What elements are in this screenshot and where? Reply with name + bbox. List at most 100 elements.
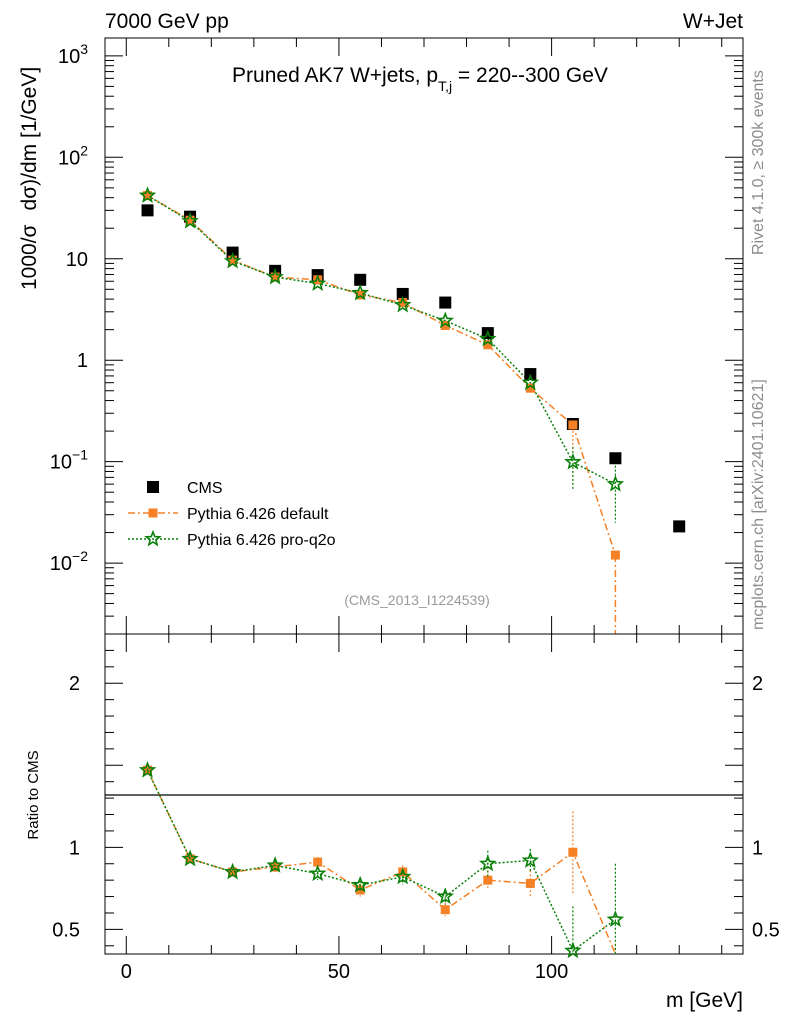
y-tick-label-exponent: −1 xyxy=(72,447,88,463)
y-tick-label: 10 xyxy=(66,249,88,271)
pythia-default-point xyxy=(398,298,408,308)
pythia-default-point xyxy=(313,275,323,285)
y-tick-label-base: 10 xyxy=(58,46,80,68)
ratio-pythia-pro-q2o-point xyxy=(266,856,284,873)
x-axis-label: m [GeV] xyxy=(666,989,743,1012)
ratio-tick-label-left: 1 xyxy=(69,837,80,859)
pythia-default-point xyxy=(568,420,578,430)
y-tick-label-base: 10 xyxy=(58,147,80,169)
ratio-tick-label-left: 2 xyxy=(69,673,80,695)
pythia-default-point xyxy=(440,320,450,330)
y-label-part1: 1000/σ xyxy=(18,224,41,290)
pythia-pro-q2o-point xyxy=(223,251,242,269)
ratio-pythia-default-point xyxy=(568,847,578,857)
cms-data-point xyxy=(673,520,686,533)
ratio-pythia-pro-q2o-point xyxy=(138,760,157,778)
ratio-tick-label-right: 2 xyxy=(752,673,763,695)
y-tick-label: 10−2 xyxy=(50,548,88,575)
main-y-axis-label: 1000/σ dσ)/dm [1/GeV] xyxy=(18,67,41,290)
legend-label-cms: CMS xyxy=(187,480,223,497)
header-right: W+Jet xyxy=(683,10,743,33)
plot-title-tail: = 220--300 GeV xyxy=(452,64,608,87)
ratio-tick-label-left: 0.5 xyxy=(52,919,80,941)
ratio-pythia-pro-q2o-point xyxy=(308,864,327,882)
header-left: 7000 GeV pp xyxy=(105,10,229,33)
ratio-pythia-default-point xyxy=(525,878,535,888)
y-tick-label-exponent: 2 xyxy=(80,142,88,158)
y-tick-label-exponent: −2 xyxy=(72,548,88,564)
cms-data-point xyxy=(396,287,409,300)
ratio-pythia-pro-q2o-point xyxy=(351,875,369,893)
pythia-default-point xyxy=(143,191,153,201)
ratio-pythia-default-point xyxy=(270,862,280,872)
pythia-pro-q2o-point xyxy=(606,475,625,492)
legend-marker-pythia-pro-q2o xyxy=(144,529,162,547)
pythia-pro-q2o-line xyxy=(147,194,616,485)
ratio-pythia-pro-q2o-point xyxy=(223,862,242,880)
plot-title: Pruned AK7 W+jets, pT,j = 220--300 GeV xyxy=(232,64,608,94)
pythia-default-point xyxy=(185,215,195,225)
rivet-label: Rivet 4.1.0, ≥ 300k events xyxy=(750,70,767,255)
ratio-y-axis-label: Ratio to CMS xyxy=(25,750,42,839)
pythia-pro-q2o-point xyxy=(266,267,284,285)
main-plot-panel: Pruned AK7 W+jets, pT,j = 220--300 GeV (… xyxy=(50,37,744,954)
pythia-pro-q2o-point xyxy=(436,311,455,329)
ratio-tick-label-right: 0.5 xyxy=(752,919,780,941)
mcplots-label: mcplots.cern.ch [arXiv:2401.10621] xyxy=(750,379,767,630)
pythia-default-line xyxy=(147,194,617,556)
pythia-pro-q2o-point xyxy=(521,373,540,391)
legend-label-pythia-default: Pythia 6.426 default xyxy=(187,506,329,523)
ratio-plot-frame xyxy=(104,633,744,955)
ratio-pythia-pro-q2o-line xyxy=(146,769,616,952)
x-tick-label: 50 xyxy=(328,961,350,983)
pythia-default-point xyxy=(525,383,535,393)
y-tick-label: 103 xyxy=(58,41,88,68)
ratio-plot-panel: 2 2 1 1 0.5 0.5 xyxy=(52,633,780,959)
y-label-part2: dσ)/dm [1/GeV] xyxy=(18,67,41,211)
pythia-default-point xyxy=(610,550,620,560)
cms-data-point xyxy=(354,273,367,286)
pythia-pro-q2o-point xyxy=(181,211,199,229)
y-tick-label-base: 10 xyxy=(66,249,88,271)
legend-marker-cms xyxy=(147,481,159,493)
ratio-pythia-pro-q2o-point xyxy=(564,941,582,959)
ratio-pythia-pro-q2o-point xyxy=(479,854,497,872)
legend: CMS Pythia 6.426 default Pythia 6.426 pr… xyxy=(128,480,336,549)
plot-title-subscript: T,j xyxy=(438,78,452,94)
pythia-pro-q2o-point xyxy=(138,186,157,204)
ratio-pythia-pro-q2o-point xyxy=(521,851,540,868)
legend-marker-pythia-default xyxy=(148,508,158,518)
cms-data-point xyxy=(609,452,622,465)
y-tick-label: 10−1 xyxy=(50,447,88,474)
pythia-default-point xyxy=(355,290,365,300)
plot-title-main: Pruned AK7 W+jets, p xyxy=(232,64,438,87)
y-tick-label-exponent: 3 xyxy=(80,41,88,57)
x-tick-label: 0 xyxy=(121,961,132,983)
pythia-pro-q2o-point xyxy=(393,295,412,313)
y-tick-label-base: 1 xyxy=(77,350,88,372)
cms-data-point xyxy=(439,296,452,309)
pythia-pro-q2o-point xyxy=(479,329,497,347)
y-tick-label-base: 10 xyxy=(50,553,72,575)
ratio-pythia-pro-q2o-point xyxy=(606,910,625,928)
pythia-default-point xyxy=(483,340,493,350)
ratio-pythia-default-point xyxy=(483,875,493,885)
analysis-id: (CMS_2013_I1224539) xyxy=(344,592,490,608)
x-tick-label: 100 xyxy=(535,961,568,983)
cms-data-point xyxy=(141,204,154,217)
ratio-pythia-default-point xyxy=(440,905,450,915)
ratio-tick-label-right: 1 xyxy=(752,837,763,859)
y-tick-label-base: 10 xyxy=(50,452,72,474)
pythia-pro-q2o-point xyxy=(308,274,327,292)
pythia-default-point xyxy=(228,255,238,265)
ratio-pythia-pro-q2o-point xyxy=(436,887,454,904)
ratio-pythia-default-line xyxy=(146,769,617,955)
ratio-pythia-pro-q2o-point xyxy=(394,867,412,885)
ratio-pythia-default-point xyxy=(313,857,323,867)
legend-label-pythia-pro-q2o: Pythia 6.426 pro-q2o xyxy=(187,532,336,549)
ratio-pythia-pro-q2o-point xyxy=(181,849,199,867)
ratio-pythia-default-point xyxy=(228,867,238,877)
y-tick-label: 1 xyxy=(77,350,88,372)
pythia-pro-q2o-point xyxy=(351,283,369,301)
